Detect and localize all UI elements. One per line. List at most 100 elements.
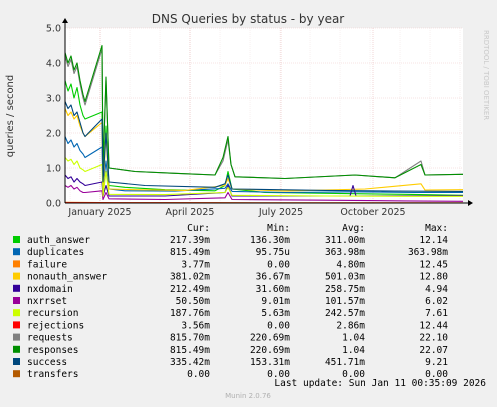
legend-min-value: 0.00 <box>267 320 290 331</box>
legend-max-value: 12.44 <box>419 320 448 331</box>
legend-avg-value: 501.03m <box>325 272 365 283</box>
chart-title: DNS Queries by status - by year <box>152 12 345 26</box>
legend-swatch-responses <box>13 345 20 353</box>
legend-swatch-rejections <box>13 321 20 329</box>
legend-swatch-duplicates <box>13 248 20 256</box>
x-tick-label: October 2025 <box>340 207 405 218</box>
legend-avg-value: 242.57m <box>325 308 365 319</box>
legend-max-value: 22.10 <box>419 333 448 344</box>
legend-swatch-failure <box>13 260 20 268</box>
legend-column-header: Cur: <box>187 223 210 234</box>
legend-cur-value: 3.56m <box>181 320 210 331</box>
legend-swatch-transfers <box>13 370 20 378</box>
legend-avg-value: 1.04 <box>342 333 365 344</box>
legend-label-requests: requests <box>27 333 73 344</box>
legend-max-value: 12.45 <box>419 259 448 270</box>
legend-avg-value: 363.98m <box>325 247 365 258</box>
plot-area <box>65 28 463 203</box>
legend-max-value: 7.61 <box>425 308 448 319</box>
legend-cur-value: 0.00 <box>187 369 210 380</box>
legend-avg-value: 0.00 <box>342 369 365 380</box>
legend-min-value: 136.30m <box>250 235 290 246</box>
legend-max-value: 363.98m <box>408 247 448 258</box>
legend-max-value: 22.07 <box>419 345 448 356</box>
x-tick-label: April 2025 <box>166 207 215 218</box>
axes: 0.0 1.0 2.0 3.0 4.0 5.0 January 2025 April 2025… <box>46 18 473 218</box>
x-tick-label: January 2025 <box>67 207 131 218</box>
y-tick-label: 3.0 <box>46 94 61 105</box>
legend-min-value: 31.60m <box>256 284 291 295</box>
legend-cur-value: 3.77m <box>181 259 210 270</box>
y-tick-label: 4.0 <box>46 59 61 70</box>
y-tick-label: 1.0 <box>46 164 61 175</box>
legend-label-auth_answer: auth_answer <box>27 235 90 246</box>
legend-label-recursion: recursion <box>27 308 78 319</box>
legend-cur-value: 815.49m <box>170 247 210 258</box>
series-line-responses <box>64 44 464 180</box>
legend-min-value: 153.31m <box>250 357 290 368</box>
legend-min-value: 220.69m <box>250 333 290 344</box>
legend-cur-value: 335.42m <box>170 357 210 368</box>
legend-cur-value: 50.50m <box>176 296 211 307</box>
legend-label-success: success <box>27 357 67 368</box>
legend-max-value: 12.80 <box>419 272 448 283</box>
legend-cur-value: 217.39m <box>170 235 210 246</box>
series-line-recursion <box>64 157 463 197</box>
legend-avg-value: 258.75m <box>325 284 365 295</box>
legend-max-value: 6.02 <box>425 296 448 307</box>
legend-min-value: 9.01m <box>261 296 290 307</box>
legend-swatch-nxrrset <box>13 297 20 304</box>
legend-max-value: 0.00 <box>425 369 448 380</box>
legend-avg-value: 101.57m <box>325 296 365 307</box>
legend-label-failure: failure <box>27 259 67 270</box>
legend-label-duplicates: duplicates <box>27 247 84 258</box>
legend-avg-value: 2.86m <box>336 320 365 331</box>
legend-column-header: Avg: <box>342 223 365 234</box>
grid <box>65 27 463 203</box>
legend-swatch-nonauth_answer <box>13 272 20 280</box>
legend-swatch-requests <box>13 333 20 341</box>
x-axis-arrow <box>468 200 473 206</box>
legend-cur-value: 815.49m <box>170 345 210 356</box>
legend-swatch-auth_answer <box>13 236 20 243</box>
x-tick-label: July 2025 <box>258 207 303 218</box>
legend-min-value: 0.00 <box>267 259 290 270</box>
munin-version: Munin 2.0.76 <box>225 392 271 400</box>
legend-label-nonauth_answer: nonauth_answer <box>27 272 107 283</box>
legend-label-nxdomain: nxdomain <box>27 284 73 295</box>
series-line-nxrrset <box>64 184 464 202</box>
legend-avg-value: 1.04 <box>342 345 365 356</box>
y-tick-label: 0.0 <box>46 199 61 210</box>
legend-max-value: 4.94 <box>425 284 448 295</box>
legend-avg-value: 451.71m <box>325 357 365 368</box>
y-axis-arrow <box>62 18 68 23</box>
legend-swatch-recursion <box>13 309 20 317</box>
y-tick-label: 5.0 <box>46 24 61 35</box>
y-axis-label: queries / second <box>5 75 16 157</box>
legend-min-value: 5.63m <box>261 308 290 319</box>
legend-min-value: 95.75u <box>256 247 290 258</box>
legend-swatch-nxdomain <box>13 284 20 292</box>
legend-avg-value: 311.00m <box>325 235 365 246</box>
side-label: RRDTOOL / TOBI OETIKER <box>482 30 490 120</box>
legend-label-transfers: transfers <box>27 369 78 380</box>
legend: Cur: Min: Avg: Max: auth_answer 217.39m 136.30… <box>13 223 448 380</box>
legend-cur-value: 212.49m <box>170 284 210 295</box>
legend-max-value: 12.14 <box>419 235 448 246</box>
legend-max-value: 9.21 <box>425 357 448 368</box>
y-tick-label: 2.0 <box>46 129 61 140</box>
last-update: Last update: Sun Jan 11 00:35:09 2026 <box>274 378 486 389</box>
legend-label-responses: responses <box>27 345 78 356</box>
legend-swatch-success <box>13 358 20 365</box>
legend-avg-value: 4.80m <box>336 259 365 270</box>
legend-cur-value: 381.02m <box>170 272 210 283</box>
legend-column-header: Max: <box>425 223 448 234</box>
legend-min-value: 220.69m <box>250 345 290 356</box>
legend-cur-value: 187.76m <box>170 308 210 319</box>
legend-cur-value: 815.70m <box>170 333 210 344</box>
legend-min-value: 36.67m <box>256 272 291 283</box>
series-line-duplicates <box>64 136 463 194</box>
legend-column-header: Min: <box>267 223 290 234</box>
